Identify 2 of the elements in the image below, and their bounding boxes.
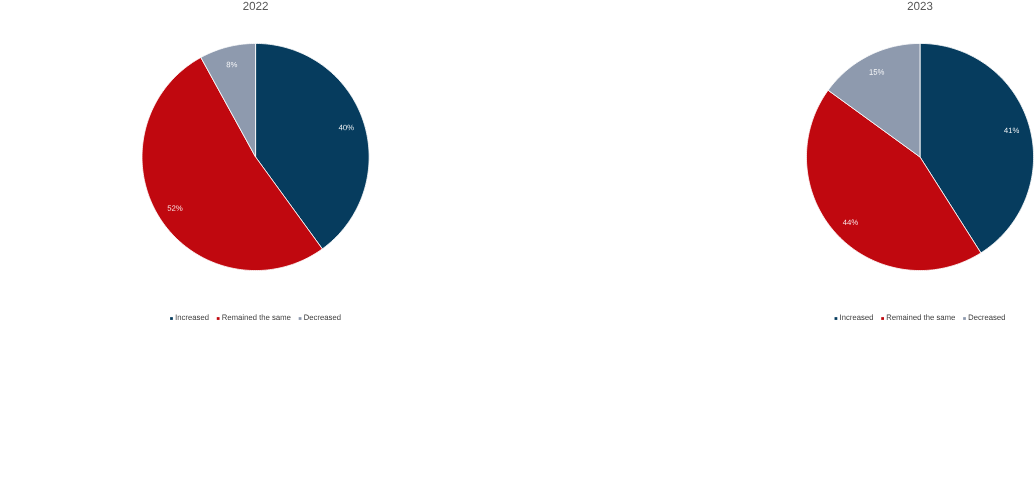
chart-title: 2023 <box>907 1 933 11</box>
chart-title: 2022 <box>243 1 268 11</box>
